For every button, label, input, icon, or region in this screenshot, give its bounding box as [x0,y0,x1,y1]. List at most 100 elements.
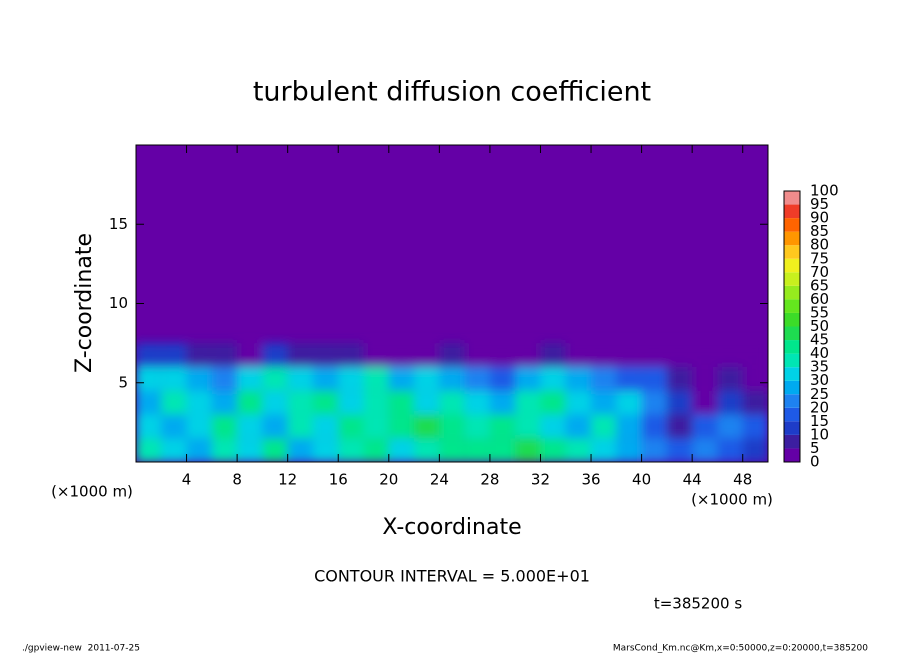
cell [464,414,490,439]
x-tick-label: 4 [182,471,192,489]
colorbar-label: 15 [810,412,829,430]
cell [211,366,238,391]
x-unit-right: (×1000 m) [691,491,773,509]
cell [363,414,389,439]
cell [161,414,187,439]
cell [237,390,263,415]
cell [464,438,490,462]
colorbar-band [784,312,800,327]
cell [692,438,718,462]
cell [262,414,288,439]
colorbar-label: 40 [810,344,829,362]
cell [439,438,465,462]
cell [161,366,187,391]
cell [186,414,212,439]
cell [211,414,238,439]
cell [540,390,566,415]
colorbar-band [784,285,800,300]
colorbar-label: 65 [810,276,829,294]
y-axis-label: Z-coordinate [72,233,97,373]
colorbar-band [784,434,800,449]
cell [312,366,339,391]
colorbar-label: 25 [810,385,829,403]
cell [414,366,440,391]
cell [388,390,415,415]
cell [439,414,465,439]
cell [287,366,313,391]
cell [388,366,415,391]
colorbar-label: 35 [810,358,829,376]
cell [515,438,541,462]
colorbar-label: 10 [810,425,829,443]
x-axis-label: X-coordinate [382,515,521,540]
cell [515,390,541,415]
colorbar-frame [783,190,801,463]
cell [641,390,667,415]
colorbar-label: 55 [810,303,829,321]
cell [464,366,490,391]
cell [388,438,415,462]
cell [186,390,212,415]
cell [312,343,339,367]
colorbar-label: 45 [810,331,829,349]
time-label: t=385200 s [654,595,742,613]
cell [717,414,743,439]
footer-left: ./gpview-new 2011-07-25 [22,644,140,654]
colorbar-label: 30 [810,371,829,389]
cell [338,438,364,462]
cell [641,366,667,391]
cell [186,366,212,391]
cell [414,390,440,415]
colorbar-label: 80 [810,236,829,254]
cell [414,343,440,367]
cell [616,414,642,439]
cell [338,343,364,367]
colorbar-label: 5 [810,439,820,457]
cell [742,390,768,415]
cell [136,343,162,367]
cell [692,390,718,415]
cell [717,366,743,391]
cell [338,414,364,439]
cell [666,414,693,439]
cell [616,343,642,367]
colorbar-label: 90 [810,209,829,227]
cell [414,414,440,439]
cell [363,366,389,391]
x-tick-label: 40 [632,471,651,489]
cell [540,414,566,439]
cell [262,390,288,415]
cell [287,414,313,439]
colorbar-label: 50 [810,317,829,335]
cell [262,366,288,391]
cell [742,438,768,462]
cell [565,343,592,367]
cell [616,366,642,391]
cell [186,438,212,462]
cell [237,343,263,367]
cell [489,438,516,462]
x-unit: (×1000 m) [51,483,133,501]
contour-note: CONTOUR INTERVAL = 5.000E+01 [314,567,590,586]
cell [312,390,339,415]
x-tick-label: 16 [329,471,348,489]
cell [742,366,768,391]
y-tick-label: 10 [109,294,128,312]
cell [136,414,162,439]
cell [565,414,592,439]
cell [262,438,288,462]
cell [312,438,339,462]
cell [489,343,516,367]
cell [439,343,465,367]
colorbar-band [784,272,800,286]
cell [616,438,642,462]
cell [414,438,440,462]
cell [489,414,516,439]
colorbar-band [784,231,800,246]
cell [692,414,718,439]
cell [666,390,693,415]
cell [515,414,541,439]
cell [237,414,263,439]
colorbar-band [784,340,800,354]
field-cells [136,343,768,462]
